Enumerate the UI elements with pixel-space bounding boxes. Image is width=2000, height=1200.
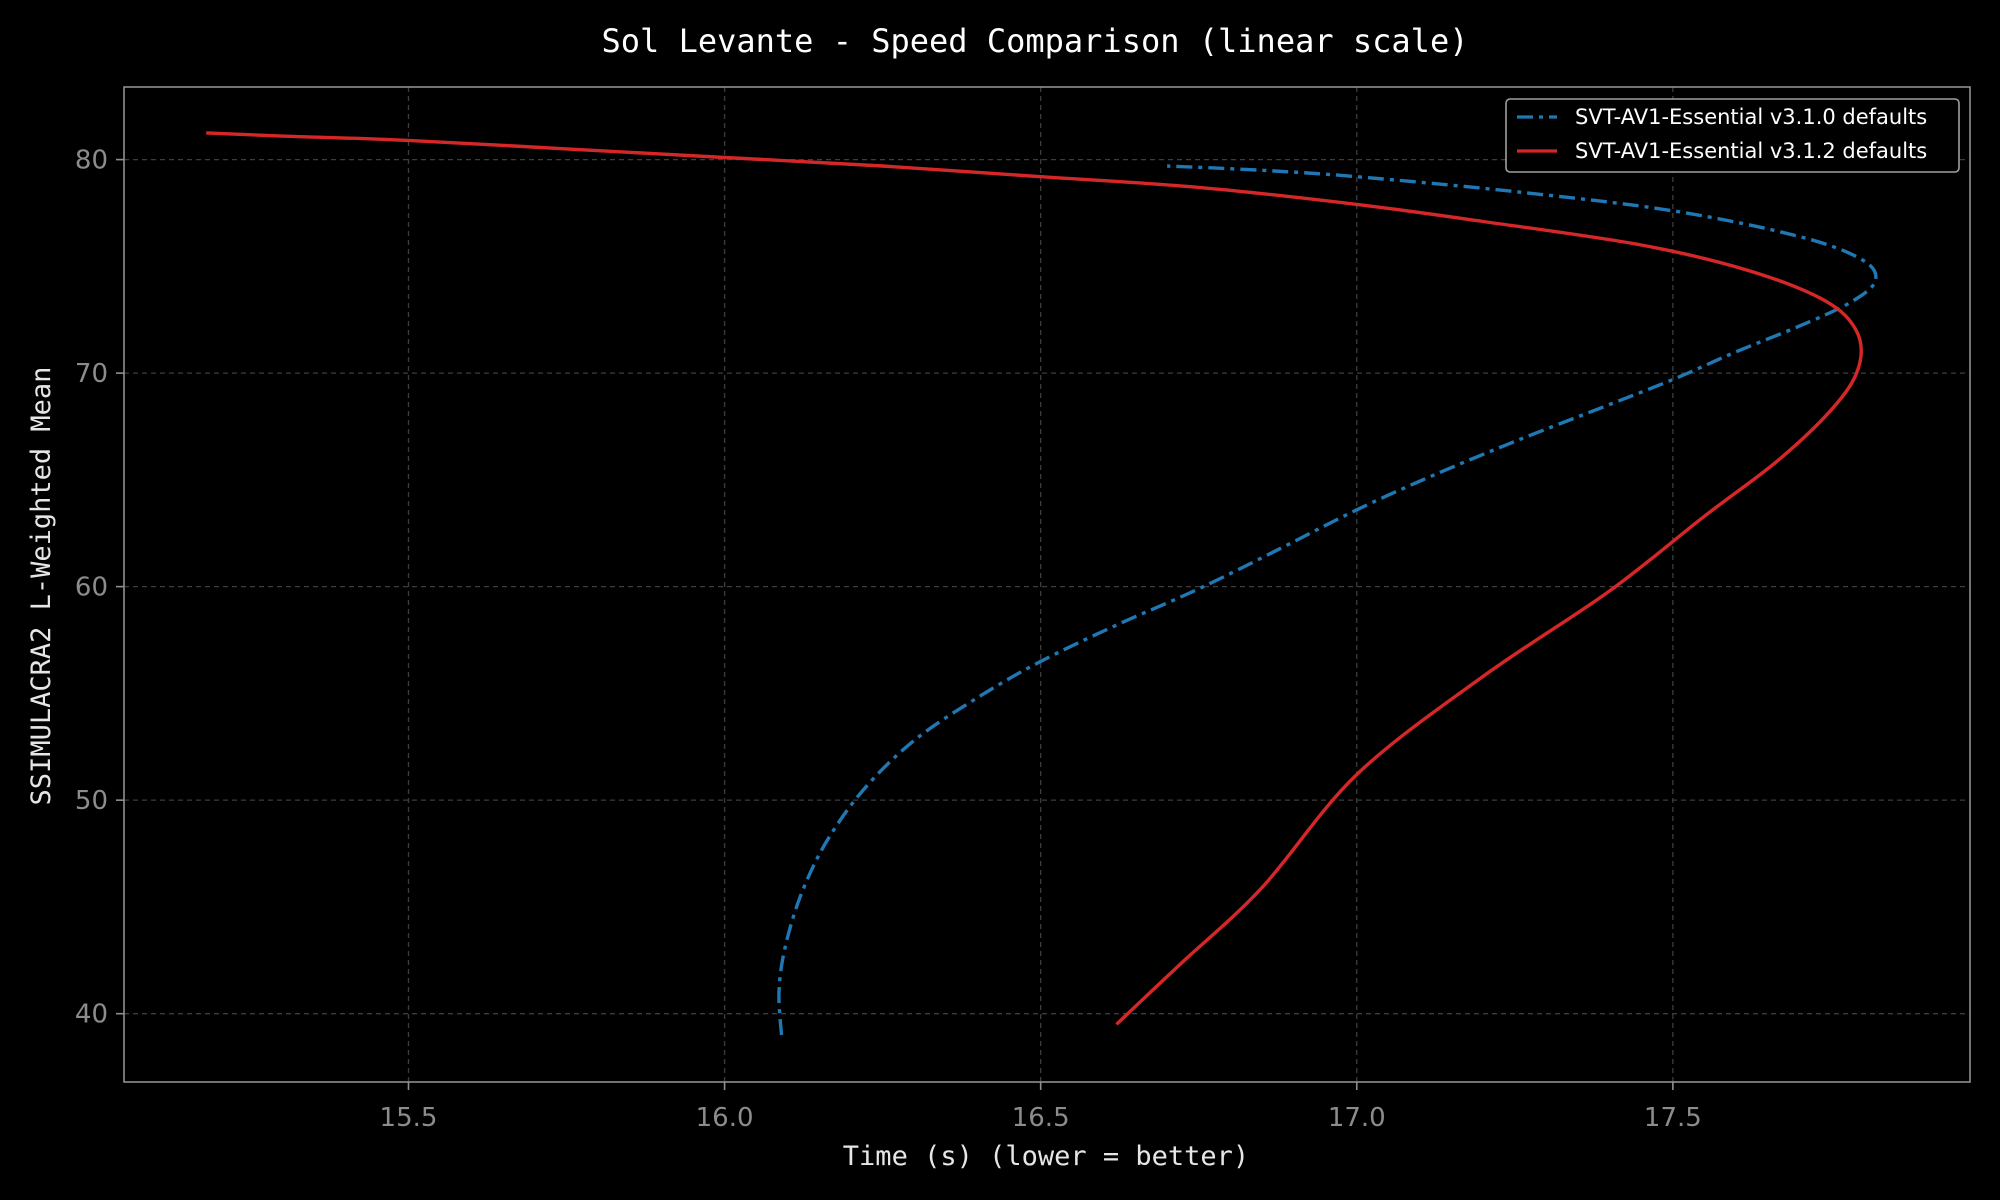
chart-title: Sol Levante - Speed Comparison (linear s…: [602, 22, 1469, 60]
legend-box: [1505, 98, 1960, 173]
series-line-0: [777, 164, 1878, 1036]
x-tick-label: 15.5: [380, 1103, 438, 1133]
legend: SVT-AV1-Essential v3.1.0 defaults SVT-AV…: [1505, 98, 1960, 173]
x-tick-label: 17.0: [1328, 1103, 1386, 1133]
y-axis-label: SSIMULACRA2 L-Weighted Mean: [26, 367, 57, 806]
plot-area-frame: [123, 86, 1971, 1083]
series-line-1: [206, 131, 1863, 1026]
series-lines: [206, 131, 1878, 1036]
legend-label-v3-1-2: SVT-AV1-Essential v3.1.2 defaults: [1575, 139, 1927, 163]
axis-ticks: 15.5 16.0 16.5 17.0 17.5 40 50 60 70 80: [75, 146, 1702, 1133]
y-tick-label: 60: [75, 573, 108, 603]
legend-label-v3-1-0: SVT-AV1-Essential v3.1.0 defaults: [1575, 105, 1927, 129]
x-tick-label: 17.5: [1644, 1103, 1702, 1133]
x-tick-label: 16.5: [1012, 1103, 1070, 1133]
x-tick-label: 16.0: [696, 1103, 754, 1133]
y-tick-label: 50: [75, 786, 108, 816]
grid-lines: [124, 87, 1970, 1082]
x-axis-label: Time (s) (lower = better): [843, 1141, 1249, 1172]
y-tick-label: 70: [75, 359, 108, 389]
y-tick-label: 80: [75, 146, 108, 176]
y-tick-label: 40: [75, 1000, 108, 1030]
